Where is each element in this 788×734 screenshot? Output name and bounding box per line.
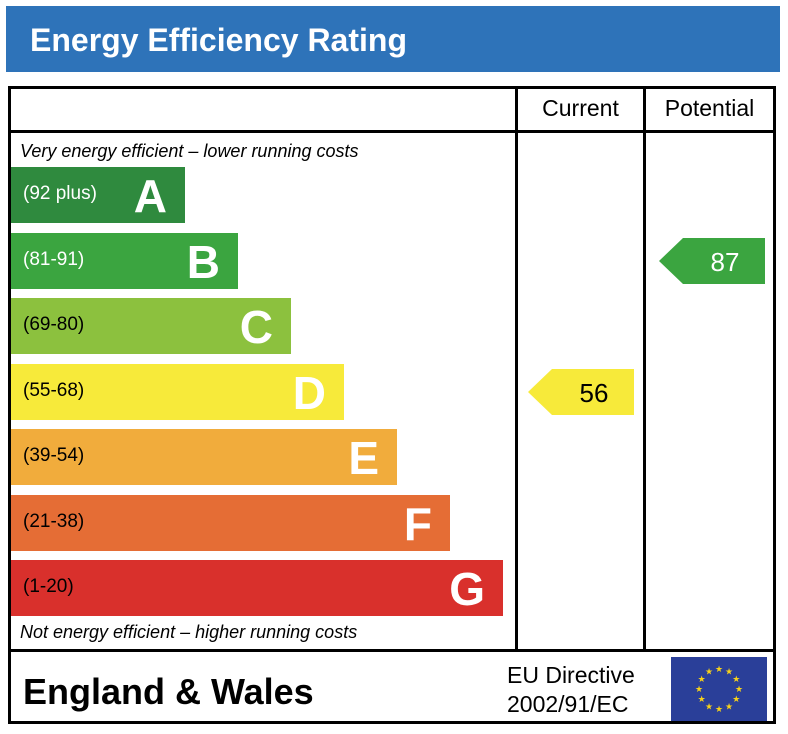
band-range-label: (39-54) <box>23 445 85 466</box>
flag-star: ★ <box>715 665 723 675</box>
band-letter: C <box>239 301 273 353</box>
band-b: (81-91) B <box>11 232 238 289</box>
flag-star: ★ <box>705 668 713 678</box>
band-range-label: (92 plus) <box>23 183 97 204</box>
band-letter: F <box>403 497 432 550</box>
header-row-divider <box>11 130 773 133</box>
current-rating-marker-arrow <box>528 368 634 415</box>
band-e: (39-54) E <box>11 429 397 485</box>
eu-directive: EU Directive 2002/91/EC <box>507 661 635 719</box>
band-f: (21-38) F <box>11 494 450 551</box>
flag-star: ★ <box>695 685 703 695</box>
flag-star: ★ <box>698 695 706 705</box>
band-letter: G <box>449 563 485 615</box>
potential-rating-marker-arrow <box>659 237 765 284</box>
band-range-label: (69-80) <box>23 314 85 335</box>
band-range-label: (21-38) <box>23 510 85 532</box>
current-rating-marker: 56 <box>528 368 634 415</box>
rating-chart: Current Potential Very energy efficient … <box>8 86 776 724</box>
flag-star: ★ <box>732 675 740 685</box>
potential-column-header: Potential <box>664 95 755 121</box>
region-label: England & Wales <box>23 671 314 712</box>
band-letter: B <box>186 235 220 288</box>
band-g: (1-20) G <box>11 560 503 616</box>
directive-line-2: 2002/91/EC <box>507 691 629 717</box>
footer-divider <box>11 649 773 652</box>
flag-star: ★ <box>715 705 723 715</box>
header-bar: Energy Efficiency Rating <box>6 6 780 72</box>
page-title: Energy Efficiency Rating <box>30 22 407 58</box>
band-a: (92 plus) A <box>11 167 185 223</box>
band-letter: A <box>133 170 167 222</box>
eu-flag-icon: ★ ★ ★ ★ ★ ★ ★ ★ ★ ★ ★ ★ <box>671 657 767 721</box>
flag-star: ★ <box>698 675 706 685</box>
potential-rating-marker-value: 87 <box>710 246 740 277</box>
potential-column-divider <box>643 89 646 649</box>
band-range-label: (55-68) <box>23 379 85 401</box>
flag-star: ★ <box>705 702 713 712</box>
band-c: (69-80) C <box>11 298 291 354</box>
top-note: Very energy efficient – lower running co… <box>20 141 359 161</box>
current-rating-marker-value: 56 <box>579 377 609 408</box>
flag-star: ★ <box>732 695 740 705</box>
flag-star: ★ <box>725 668 733 678</box>
current-column-divider <box>515 89 518 649</box>
band-d: (55-68) D <box>11 363 344 420</box>
flag-star: ★ <box>735 685 743 695</box>
band-range-label: (81-91) <box>23 248 85 270</box>
band-letter: D <box>292 366 326 419</box>
flag-star: ★ <box>725 702 733 712</box>
bottom-note: Not energy efficient – higher running co… <box>20 622 358 642</box>
band-letter: E <box>348 432 379 484</box>
current-column-header: Current <box>542 95 619 121</box>
band-range-label: (1-20) <box>23 576 74 597</box>
directive-line-1: EU Directive <box>507 662 635 688</box>
potential-rating-marker: 87 <box>659 237 765 284</box>
